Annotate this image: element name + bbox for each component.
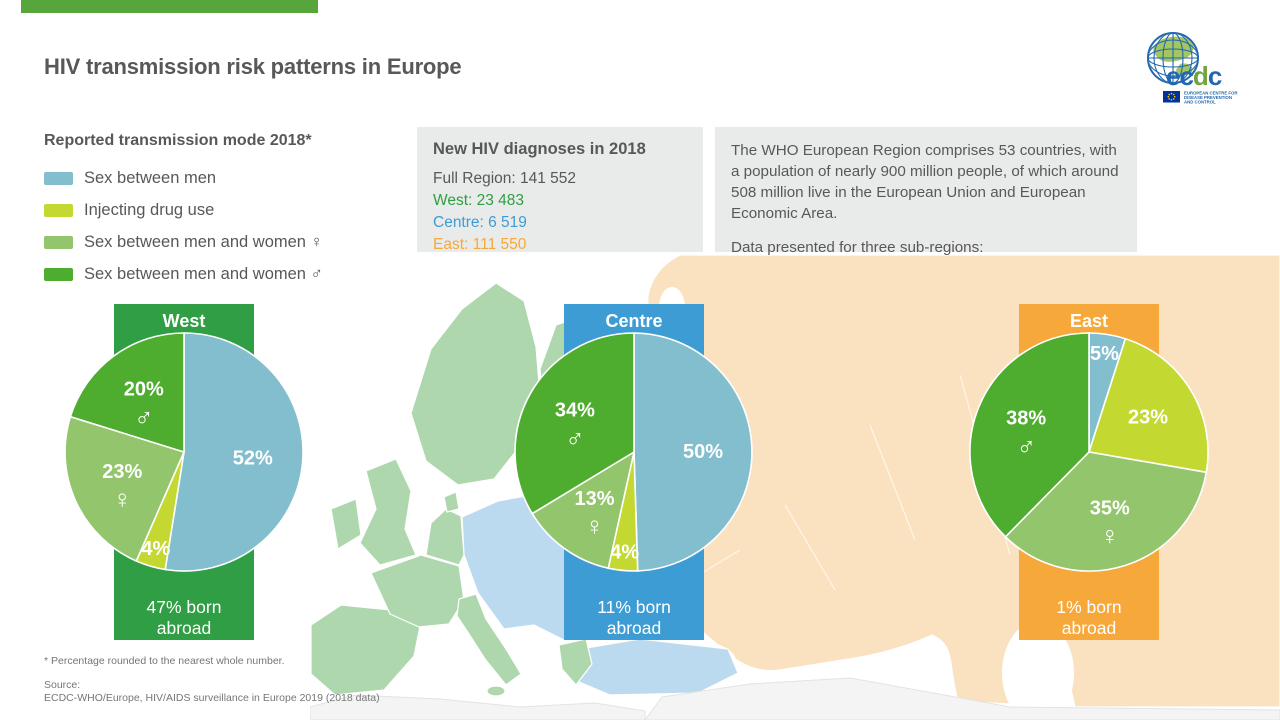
eu-flag-icon <box>1163 91 1180 103</box>
ecdc-logo: ecdc EUROPEAN CENTRE FOR DISEASE PREVENT… <box>1147 32 1238 105</box>
diagnoses-lines: Full Region: 141 552 West: 23 483 Centre: … <box>433 168 687 256</box>
legend-label: Sex between men <box>84 168 217 187</box>
pie-slice-hetero_female <box>1004 451 1208 572</box>
region-banner-label: West <box>163 311 206 331</box>
source-text: ECDC-WHO/Europe, HIV/AIDS surveillance i… <box>44 692 380 704</box>
map-region-west-germany <box>425 508 465 566</box>
source-label: Source: <box>44 679 81 691</box>
pie-slice-msm <box>164 332 304 572</box>
who-region-panel: The WHO European Region comprises 53 cou… <box>715 127 1137 277</box>
born-abroad-caption-line: 11% born <box>597 597 671 617</box>
top-accent-bar <box>21 0 318 13</box>
page-title: HIV transmission risk patterns in Europe <box>44 54 462 79</box>
slice-percent-label: 23% <box>1128 406 1168 428</box>
gender-symbol-icon: ♂ <box>134 401 154 431</box>
slice-percent-label: 13% <box>574 488 614 510</box>
legend-item-0: Sex between men <box>44 162 404 194</box>
diagnoses-line-0: Full Region: 141 552 <box>433 170 577 187</box>
slice-percent-label: 35% <box>1090 498 1130 520</box>
svg-text:EUROPEAN CENTRE FOR: EUROPEAN CENTRE FOR <box>1184 91 1238 96</box>
map-caspian-sea <box>1002 621 1074 720</box>
legend-heading: Reported transmission mode 2018* <box>44 132 312 149</box>
svg-text:AND CONTROL: AND CONTROL <box>1184 100 1216 105</box>
svg-text:DISEASE PREVENTION: DISEASE PREVENTION <box>1184 95 1232 100</box>
legend-label: Sex between men and women ♂ <box>84 264 323 283</box>
slice-percent-label: 4% <box>141 538 170 560</box>
gender-symbol-icon: ♂ <box>565 423 585 453</box>
legend-label: Sex between men and women ♀ <box>84 232 323 251</box>
map-region-west-uk <box>359 458 417 566</box>
diagnoses-line-1: West: 23 483 <box>433 192 525 209</box>
born-abroad-caption-line: abroad <box>607 618 662 638</box>
map-region-west-sicily <box>486 685 506 697</box>
born-abroad-caption-line: 47% born <box>147 597 222 617</box>
slice-percent-label: 4% <box>610 542 639 564</box>
map-region-west-italy <box>456 593 522 686</box>
slice-percent-label: 34% <box>555 400 595 422</box>
slice-percent-label: 38% <box>1006 407 1046 429</box>
slice-percent-label: 23% <box>102 461 142 483</box>
map-region-west-iberia <box>310 604 421 696</box>
footnote-asterisk: * Percentage rounded to the nearest whol… <box>44 655 285 667</box>
map-middle-east <box>644 677 1280 720</box>
pie-slice-hetero_female <box>531 450 636 570</box>
map-region-west-ireland <box>330 498 362 550</box>
region-banner-label: East <box>1070 311 1108 331</box>
legend-swatch-hetero_female <box>44 235 73 249</box>
pie-slice-hetero_female <box>64 415 186 563</box>
slice-percent-label: 50% <box>683 441 723 463</box>
gender-symbol-icon: ♂ <box>1016 430 1035 460</box>
map-region-west-france <box>370 554 465 628</box>
slice-percent-label: 20% <box>124 378 164 400</box>
gender-symbol-icon: ♀ <box>113 484 133 514</box>
legend-label: Injecting drug use <box>84 200 215 219</box>
legend-item-1: Injecting drug use <box>44 194 404 226</box>
region-banner-label: Centre <box>605 311 662 331</box>
map-region-west-denmark <box>443 491 460 513</box>
pie-slice-msm <box>633 332 753 572</box>
who-region-paragraph: The WHO European Region comprises 53 cou… <box>731 142 1119 222</box>
map-region-west-scandinavia <box>410 282 541 486</box>
legend-items: Sex between men Injecting drug use Sex bet… <box>44 162 404 290</box>
pie-slice-idu <box>1087 337 1209 474</box>
diagnoses-line-3: East: 111 550 <box>433 236 527 253</box>
transmission-mode-legend: Reported transmission mode 2018* Sex bet… <box>44 132 404 290</box>
legend-item-3: Sex between men and women ♂ <box>44 258 404 290</box>
diagnoses-line-2: Centre: 6 519 <box>433 214 527 231</box>
new-diagnoses-panel: New HIV diagnoses in 2018 Full Region: 1… <box>417 127 703 253</box>
gender-symbol-icon: ♀ <box>585 511 605 541</box>
slice-percent-label: 52% <box>233 448 273 470</box>
pie-slice-hetero_male <box>969 332 1090 538</box>
ecdc-wordmark: ecdc <box>1166 61 1222 91</box>
subregions-label: Data presented for three sub-regions: <box>731 239 984 256</box>
diagnoses-title: New HIV diagnoses in 2018 <box>433 140 646 158</box>
pie-slice-hetero_male <box>69 332 185 454</box>
born-abroad-caption-line: abroad <box>1062 618 1117 638</box>
ecdc-org-name: EUROPEAN CENTRE FOR DISEASE PREVENTION A… <box>1184 91 1238 105</box>
pie-slice-hetero_male <box>514 332 635 515</box>
legend-item-2: Sex between men and women ♀ <box>44 226 404 258</box>
source-note: Source: ECDC-WHO/Europe, HIV/AIDS survei… <box>44 679 380 705</box>
slice-percent-label: 5% <box>1090 343 1119 365</box>
globe-icon <box>1147 32 1199 84</box>
legend-swatch-idu <box>44 203 73 217</box>
born-abroad-caption-line: 1% born <box>1056 597 1121 617</box>
born-abroad-caption-line: abroad <box>157 618 212 638</box>
gender-symbol-icon: ♀ <box>1100 521 1120 551</box>
legend-swatch-hetero_male <box>44 267 73 281</box>
legend-swatch-msm <box>44 171 73 185</box>
map-north-africa <box>310 694 646 720</box>
